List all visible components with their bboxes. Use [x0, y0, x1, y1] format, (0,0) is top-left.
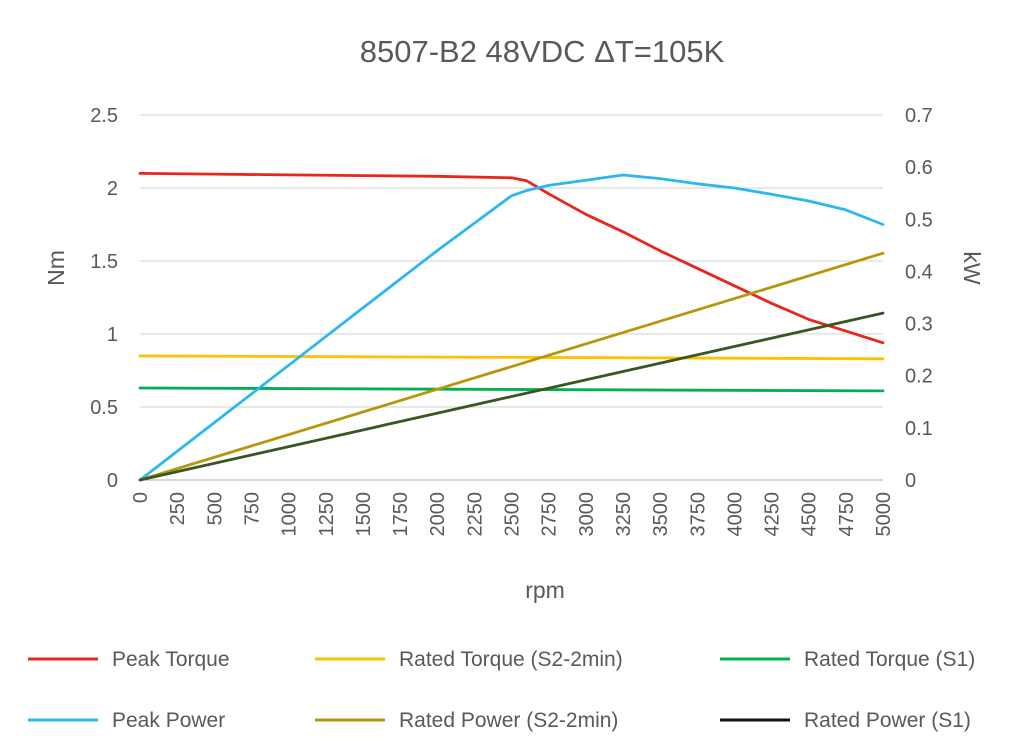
left-axis-ticks: 0 0.5 1 1.5 2 2.5 [90, 105, 118, 492]
y-right-tick-label: 0.3 [905, 314, 933, 336]
y-left-axis-title: Nm [43, 250, 69, 286]
x-tick-label: 1750 [390, 492, 412, 537]
x-tick-label: 2500 [502, 492, 524, 537]
x-tick-label: 2750 [539, 492, 561, 537]
y-left-tick-label: 2.5 [90, 105, 118, 127]
series-line-peak-power [138, 173, 885, 482]
x-axis-ticks: 0 250 500 750 1000 1250 1500 1750 2000 2250 2500 27… [130, 492, 895, 537]
x-tick-label: 4750 [836, 492, 858, 537]
y-right-tick-label: 0.7 [905, 105, 933, 127]
series-line-rated-power-s2-2min [138, 251, 885, 482]
x-tick-label: 4500 [799, 492, 821, 537]
x-tick-label: 0 [130, 492, 152, 503]
chart-title: 8507-B2 48VDC ΔT=105K [360, 34, 725, 69]
x-axis-title: rpm [525, 577, 565, 603]
y-right-tick-label: 0.2 [905, 366, 933, 388]
x-tick-label: 5000 [873, 492, 895, 537]
y-right-tick-label: 0.5 [905, 209, 933, 231]
legend-label: Rated Torque (S2-2min) [399, 648, 623, 671]
y-left-tick-label: 1.5 [90, 251, 118, 273]
series-line-rated-torque-s1 [138, 386, 885, 393]
right-axis-ticks: 0 0.1 0.2 0.3 0.4 0.5 0.6 0.7 [905, 105, 933, 492]
gridlines [140, 114, 883, 481]
legend-label: Rated Power (S1) [804, 709, 971, 732]
x-tick-label: 2000 [427, 492, 449, 537]
series-lines [138, 171, 885, 482]
x-tick-label: 1250 [316, 492, 338, 537]
y-left-tick-label: 0.5 [90, 397, 118, 419]
y-left-tick-label: 0 [107, 470, 118, 492]
legend-label: Peak Torque [112, 648, 230, 671]
x-tick-label: 3250 [613, 492, 635, 537]
x-tick-label: 4250 [762, 492, 784, 537]
series-line-rated-torque-s2-2min [138, 354, 885, 361]
x-tick-label: 750 [241, 492, 263, 525]
x-tick-label: 4000 [724, 492, 746, 537]
legend: Peak Torque Rated Torque (S2-2min) Rated T… [28, 648, 975, 732]
x-tick-label: 2250 [464, 492, 486, 537]
x-tick-label: 3750 [687, 492, 709, 537]
y-left-tick-label: 1 [107, 324, 118, 346]
y-left-tick-label: 2 [107, 178, 118, 200]
x-tick-label: 1500 [353, 492, 375, 537]
series-line-rated-power-s1 [138, 311, 885, 482]
x-tick-label: 3000 [576, 492, 598, 537]
x-tick-label: 3500 [650, 492, 672, 537]
y-right-tick-label: 0.1 [905, 418, 933, 440]
series-line-peak-torque [138, 171, 885, 345]
y-right-tick-label: 0 [905, 470, 916, 492]
legend-label: Peak Power [112, 709, 225, 732]
y-right-tick-label: 0.4 [905, 261, 933, 283]
x-tick-label: 250 [167, 492, 189, 525]
legend-label: Rated Torque (S1) [804, 648, 975, 671]
x-tick-label: 1000 [279, 492, 301, 537]
y-right-axis-title: kW [959, 251, 985, 285]
legend-label: Rated Power (S2-2min) [399, 709, 618, 732]
y-right-tick-label: 0.6 [905, 157, 933, 179]
x-tick-label: 500 [204, 492, 226, 525]
